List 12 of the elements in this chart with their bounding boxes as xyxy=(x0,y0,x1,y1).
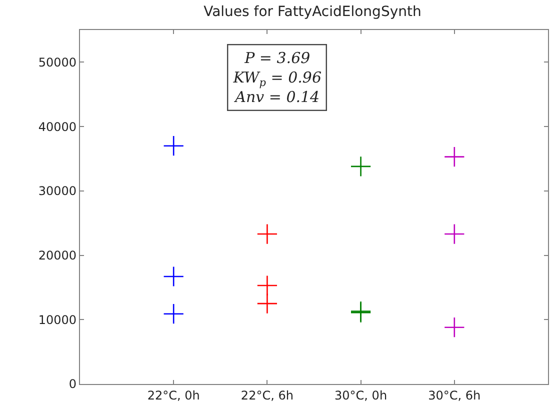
annotation: P = 3.69 KW$_{p}$ = 0.96 Anv = 0.14 xyxy=(232,49,322,106)
chart-title: Values for FattyAcidElongSynth xyxy=(204,4,422,20)
y-tick-label: 50000 xyxy=(38,55,76,70)
x-tick-label: 30°C, 6h xyxy=(428,388,481,402)
y-tick-label: 0 xyxy=(68,377,76,392)
y-tick-label: 10000 xyxy=(38,312,76,327)
x-tick-label: 22°C, 0h xyxy=(147,388,200,402)
y-tick-label: 30000 xyxy=(38,184,76,198)
y-tick-label: 40000 xyxy=(38,120,76,134)
x-tick-label: 30°C, 0h xyxy=(334,388,388,402)
x-tick-label: 22°C, 6h xyxy=(240,388,294,402)
y-tick-label: 20000 xyxy=(38,248,76,262)
